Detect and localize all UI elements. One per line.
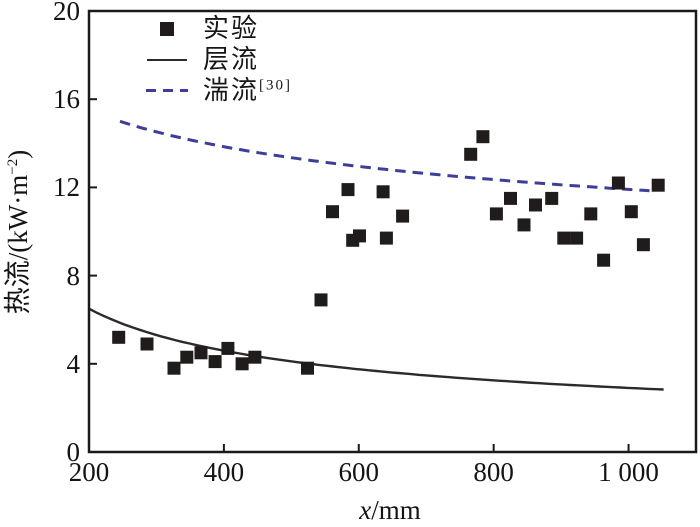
data-point xyxy=(235,357,249,371)
data-point xyxy=(379,231,393,245)
y-axis-label-superscript: −2 xyxy=(5,158,21,175)
plot-frame xyxy=(87,9,698,454)
data-point xyxy=(208,355,222,369)
y-tick-label: 8 xyxy=(66,260,81,291)
data-point xyxy=(489,207,503,221)
x-tick-label: 400 xyxy=(203,457,245,487)
data-point xyxy=(597,253,611,267)
y-tick-label: 0 xyxy=(66,437,81,467)
x-axis-label: x/mm xyxy=(300,495,480,526)
legend-label-turbulent: 湍流[30] xyxy=(203,76,293,105)
legend-item-turbulent: 湍流[30] xyxy=(145,75,292,106)
laminar-curve xyxy=(88,307,664,391)
data-point xyxy=(557,231,571,245)
data-point xyxy=(140,337,154,351)
y-tick-label: 16 xyxy=(53,84,80,115)
turbulent-curve xyxy=(119,119,650,193)
axis-ticks xyxy=(88,10,630,453)
data-point xyxy=(624,205,638,219)
legend: 实验 层流 湍流[30] xyxy=(145,13,292,106)
data-point xyxy=(636,238,650,252)
data-point xyxy=(517,218,531,232)
dashed-line-icon xyxy=(146,89,188,92)
data-point xyxy=(464,147,478,161)
y-axis-label-close: ) xyxy=(3,149,33,159)
y-axis-label-text: 热流/(kW·m xyxy=(3,174,33,315)
x-tick-label: 200 xyxy=(68,457,110,487)
data-point xyxy=(248,350,262,364)
data-point xyxy=(301,361,314,375)
data-point xyxy=(376,185,390,199)
data-point xyxy=(529,198,542,212)
data-point xyxy=(611,176,625,190)
data-point xyxy=(353,229,366,243)
data-point xyxy=(326,205,339,219)
solid-line-icon xyxy=(147,58,187,61)
y-tick-label: 20 xyxy=(53,0,80,26)
x-tick-label: 800 xyxy=(473,457,514,487)
data-point xyxy=(167,361,181,375)
x-axis-unit: /mm xyxy=(371,495,421,525)
data-point xyxy=(112,330,126,344)
data-point xyxy=(396,209,410,223)
y-tick-label: 12 xyxy=(53,172,80,203)
x-axis-variable: x xyxy=(359,495,372,525)
y-axis-label: 热流/(kW·m−2) xyxy=(1,81,35,383)
x-tick-label: 600 xyxy=(338,457,380,487)
legend-citation-superscript: [30] xyxy=(259,77,293,94)
y-tick-label: 4 xyxy=(66,348,81,379)
scatter-points xyxy=(112,130,665,375)
legend-label-laminar: 层流 xyxy=(203,45,260,74)
legend-sample-turbulent xyxy=(145,81,189,101)
data-point xyxy=(194,346,208,360)
data-point xyxy=(476,130,490,144)
data-point xyxy=(651,178,665,192)
data-point xyxy=(584,207,598,221)
data-point xyxy=(504,191,517,205)
data-point xyxy=(570,231,584,245)
legend-label-experiment: 实验 xyxy=(203,14,260,43)
data-point xyxy=(341,183,355,197)
data-point xyxy=(180,350,194,364)
data-point xyxy=(545,191,559,205)
legend-item-laminar: 层流 xyxy=(145,44,292,75)
legend-sample-experiment xyxy=(145,19,189,39)
square-marker-icon xyxy=(160,21,174,36)
legend-sample-laminar xyxy=(145,50,189,70)
legend-item-experiment: 实验 xyxy=(145,13,292,44)
data-point xyxy=(314,293,328,307)
x-tick-label: 1 000 xyxy=(598,457,659,487)
data-point xyxy=(221,341,235,355)
